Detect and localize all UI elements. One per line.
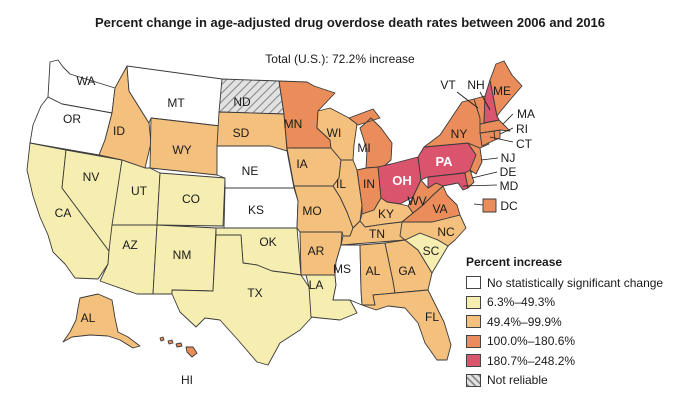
state-ak[interactable] — [62, 293, 141, 349]
label-ct: CT — [516, 137, 533, 151]
label-ma: MA — [517, 107, 535, 121]
label-ms: MS — [333, 262, 351, 276]
label-ia: IA — [296, 157, 307, 171]
state-hi[interactable] — [159, 336, 198, 358]
state-me[interactable] — [489, 60, 523, 117]
legend-swatch — [466, 295, 481, 309]
label-ne: NE — [242, 164, 259, 178]
label-dc: DC — [500, 199, 518, 213]
label-wa: WA — [77, 74, 96, 88]
label-ny: NY — [451, 127, 468, 141]
state-fl[interactable] — [361, 289, 452, 361]
label-hi: HI — [181, 373, 193, 387]
state-ma[interactable] — [479, 119, 511, 134]
legend-row: 6.3%–49.3% — [466, 293, 663, 313]
label-nj: NJ — [501, 151, 516, 165]
label-la: LA — [309, 278, 324, 292]
legend-swatch — [466, 334, 481, 348]
legend-label: 49.4%–99.9% — [487, 314, 562, 329]
legend-label: Not reliable — [487, 373, 548, 388]
state-ia[interactable] — [286, 147, 342, 187]
label-vt: VT — [440, 78, 456, 92]
legend-title: Percent increase — [466, 255, 563, 269]
legend-swatch — [466, 276, 481, 290]
label-ks: KS — [248, 203, 264, 217]
label-tx: TX — [247, 286, 262, 300]
label-nm: NM — [173, 248, 192, 262]
label-me: ME — [493, 84, 511, 98]
state-de[interactable] — [464, 169, 475, 189]
legend-label: No statistically significant change — [487, 275, 664, 290]
state-wv[interactable] — [407, 179, 444, 214]
label-az: AZ — [122, 238, 137, 252]
legend-row: 49.4%–99.9% — [466, 312, 663, 332]
label-pa: PA — [435, 154, 453, 169]
state-sd[interactable] — [216, 111, 288, 152]
label-wv: WV — [407, 194, 426, 208]
label-id: ID — [113, 124, 125, 138]
label-mt: MT — [167, 96, 185, 110]
label-wy: WY — [172, 143, 191, 157]
label-nv: NV — [83, 170, 100, 184]
legend-swatch — [466, 315, 481, 329]
legend-row: No statistically significant change — [466, 273, 663, 293]
label-ut: UT — [131, 184, 148, 198]
label-il: IL — [336, 177, 346, 191]
label-ak: AL — [81, 311, 96, 325]
state-vt[interactable] — [473, 95, 486, 125]
state-nh[interactable] — [483, 79, 500, 124]
label-al: AL — [366, 264, 381, 278]
state-tx[interactable] — [171, 234, 313, 366]
legend-label: 6.3%–49.3% — [487, 295, 556, 310]
label-de: DE — [500, 165, 517, 179]
map-title: Percent change in age-adjusted drug over… — [94, 15, 606, 30]
label-mi: MI — [357, 141, 370, 155]
legend-row: 180.7%–248.2% — [466, 351, 663, 371]
label-ky: KY — [378, 207, 394, 221]
label-wi: WI — [327, 126, 342, 140]
state-ct[interactable] — [479, 130, 496, 147]
label-ok: OK — [259, 235, 276, 249]
legend: Percent increase No statistically signif… — [466, 255, 663, 390]
state-dc-swatch[interactable] — [482, 198, 497, 213]
label-or: OR — [63, 112, 81, 126]
legend-label: 100.0%–180.6% — [487, 334, 576, 349]
legend-label: 180.7%–248.2% — [487, 353, 576, 368]
label-tn: TN — [369, 227, 385, 241]
label-mn: MN — [284, 117, 303, 131]
label-nd: ND — [233, 95, 251, 109]
label-ga: GA — [398, 264, 415, 278]
legend-row: Not reliable — [466, 371, 663, 391]
state-co[interactable] — [156, 172, 226, 227]
label-md: MD — [500, 179, 519, 193]
label-nc: NC — [437, 225, 455, 239]
label-mo: MO — [302, 204, 321, 218]
label-fl: FL — [425, 310, 439, 324]
legend-swatch — [466, 373, 481, 387]
label-sd: SD — [233, 126, 250, 140]
map-subtitle: Total (U.S.): 72.2% increase — [265, 52, 415, 66]
label-ca: CA — [55, 206, 72, 220]
label-va: VA — [432, 202, 447, 216]
state-mi[interactable] — [348, 108, 393, 169]
label-nh: NH — [467, 78, 484, 92]
label-co: CO — [182, 192, 200, 206]
label-sc: SC — [423, 244, 440, 258]
label-ar: AR — [308, 244, 325, 258]
label-oh: OH — [392, 173, 412, 188]
legend-row: 100.0%–180.6% — [466, 332, 663, 352]
legend-swatch — [466, 354, 481, 368]
label-ri: RI — [516, 122, 528, 136]
state-nd[interactable] — [218, 78, 285, 115]
label-in: IN — [363, 177, 375, 191]
